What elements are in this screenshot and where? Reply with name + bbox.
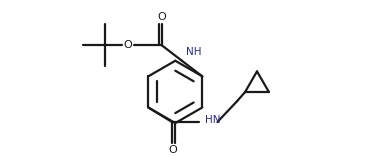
Text: O: O (157, 12, 166, 22)
Text: NH: NH (186, 47, 202, 57)
Text: HN: HN (205, 115, 221, 125)
Text: O: O (123, 40, 132, 50)
Text: O: O (168, 145, 177, 155)
